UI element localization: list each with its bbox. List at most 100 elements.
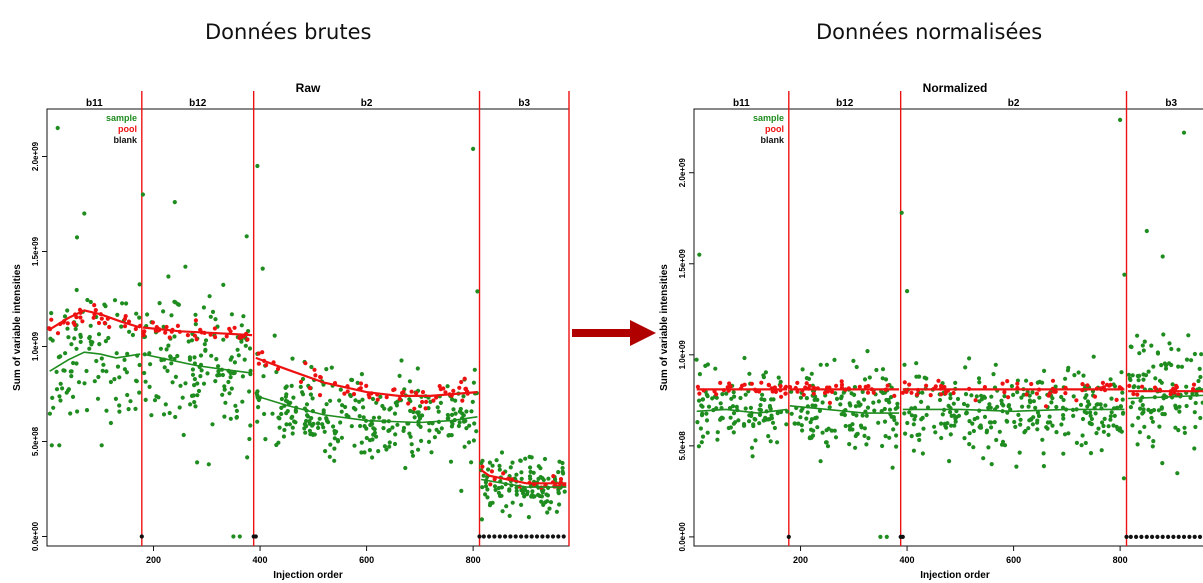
sample-point (324, 367, 329, 372)
sample-point (753, 438, 758, 443)
sample-point (147, 384, 152, 389)
sample-point (57, 394, 62, 399)
sample-point (556, 491, 561, 496)
sample-point (911, 422, 916, 427)
sample-point (699, 440, 704, 445)
sample-point (887, 407, 893, 412)
sample-point (125, 392, 130, 398)
sample-point (63, 351, 68, 356)
sample-point (700, 404, 705, 409)
sample-point (1049, 400, 1054, 405)
sample-point (362, 450, 367, 455)
sample-point (65, 326, 70, 331)
pool-point (783, 391, 788, 396)
pool-point (725, 385, 730, 390)
sample-point (410, 449, 415, 455)
sample-point (948, 396, 953, 401)
blank-point (1166, 534, 1171, 540)
sample-point (317, 416, 322, 421)
sample-point (382, 444, 387, 449)
sample-point (175, 302, 180, 307)
sample-point (448, 459, 454, 464)
blank-point (1155, 534, 1160, 540)
sample-point (393, 432, 398, 437)
sample-point (949, 423, 954, 428)
sample-point (370, 396, 376, 402)
sample-point (308, 432, 313, 437)
sample-point (1149, 343, 1154, 348)
sample-point (332, 436, 337, 441)
sample-point (1099, 448, 1104, 453)
sample-point (1140, 411, 1145, 416)
sample-point (860, 389, 865, 394)
sample-point (1094, 431, 1099, 436)
sample-point (874, 367, 879, 373)
sample-point (260, 266, 265, 271)
pool-point (141, 333, 146, 338)
sample-point (705, 430, 710, 435)
sample-point (367, 448, 372, 453)
sample-point (1016, 412, 1021, 417)
sample-point (527, 454, 532, 459)
blank-point (477, 534, 482, 539)
blank-point (561, 534, 566, 539)
sample-point (227, 391, 232, 396)
sample-point (882, 406, 887, 412)
sample-point (467, 423, 472, 428)
norm-y-tick-label: 0.0e+00 (678, 522, 687, 552)
sample-point (853, 404, 859, 409)
sample-point (290, 425, 295, 430)
pool-point (92, 303, 97, 308)
blank-point (519, 534, 524, 539)
sample-point (530, 489, 535, 494)
sample-point (327, 454, 332, 459)
norm-chart-title: Normalized (923, 81, 988, 95)
sample-point (384, 447, 389, 452)
sample-point (464, 409, 469, 414)
sample-point (449, 412, 455, 417)
sample-point (119, 324, 124, 329)
sample-point (815, 397, 820, 402)
sample-point (188, 402, 193, 407)
pool-point (1006, 395, 1011, 400)
sample-point (281, 434, 286, 439)
sample-point (989, 462, 994, 467)
sample-point (231, 534, 236, 539)
sample-point (497, 463, 502, 468)
sample-point (894, 444, 899, 449)
pool-point (902, 380, 907, 385)
sample-point (902, 362, 907, 367)
sample-point (951, 413, 957, 418)
pool-point (463, 386, 468, 392)
pool-point (951, 390, 956, 396)
sample-point (1076, 370, 1081, 375)
sample-point (1062, 432, 1068, 437)
sample-point (55, 125, 60, 131)
sample-point (419, 438, 424, 443)
sample-point (328, 398, 333, 403)
sample-point (1111, 423, 1116, 428)
sample-point (1153, 376, 1158, 381)
sample-point (833, 435, 839, 440)
sample-point (772, 425, 778, 431)
sample-point (490, 463, 495, 468)
pool-point (358, 386, 363, 391)
sample-point (834, 396, 840, 401)
sample-point (899, 210, 904, 215)
sample-point (232, 370, 237, 375)
sample-point (977, 380, 982, 385)
sample-point (768, 439, 773, 444)
sample-point (1193, 400, 1198, 406)
sample-point (510, 460, 515, 465)
pool-point (795, 380, 800, 385)
pool-point (773, 389, 779, 394)
pool-point (1127, 383, 1132, 388)
sample-point (1177, 404, 1182, 409)
sample-point (854, 364, 859, 370)
sample-point (715, 437, 720, 442)
sample-point (718, 401, 723, 406)
raw-batch-label-b3: b3 (518, 98, 530, 109)
sample-point (531, 470, 536, 475)
sample-point (394, 403, 399, 408)
sample-point (545, 499, 550, 504)
